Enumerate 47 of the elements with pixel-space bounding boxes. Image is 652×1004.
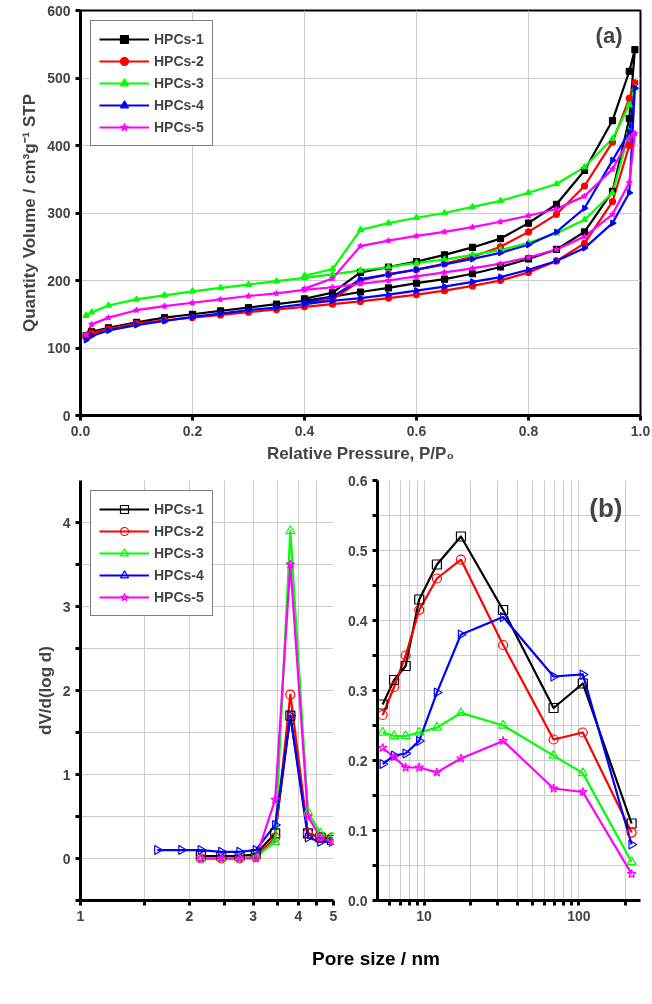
- y-axis-title: Quantity Volume / cm³g⁻¹ STP: [20, 93, 40, 333]
- legend-label: HPCs-2: [154, 523, 204, 539]
- x-tick-label: 5: [329, 907, 338, 924]
- y-tick-label: 4: [62, 514, 71, 531]
- legend-label: HPCs-4: [154, 567, 204, 583]
- annotation: (a): [595, 22, 623, 48]
- x-tick-label: 4: [294, 907, 303, 924]
- x-tick-label: 1.0: [630, 422, 651, 439]
- y-axis-title: dV/d(log d): [35, 646, 55, 735]
- y-tick-label: 200: [47, 272, 71, 289]
- x-tick-label: 0.4: [294, 422, 315, 439]
- legend-label: HPCs-5: [154, 589, 204, 605]
- x-tick-label: 2: [185, 907, 194, 924]
- legend-label: HPCs-2: [154, 53, 204, 69]
- x-tick-label: 0.2: [182, 422, 203, 439]
- y-tick-label: 0.6: [348, 472, 368, 489]
- y-tick-label: 400: [47, 137, 71, 154]
- legend-label: HPCs-1: [154, 31, 204, 47]
- legend-label: HPCs-1: [154, 501, 204, 517]
- y-tick-label: 100: [47, 340, 71, 356]
- legend-label: HPCs-3: [154, 75, 204, 91]
- y-tick-label: 300: [47, 205, 71, 221]
- x-tick-label: 1: [76, 907, 85, 924]
- y-tick-label: 1: [62, 766, 71, 783]
- y-tick-label: 0.3: [348, 682, 368, 699]
- x-tick-label: 10: [416, 907, 433, 924]
- y-tick-label: 0.1: [348, 822, 368, 839]
- x-axis-title: Relative Pressure, P/P₀: [266, 443, 455, 463]
- x-axis-title: Pore size / nm: [312, 947, 440, 971]
- y-tick-label: 2: [62, 682, 71, 699]
- y-tick-label: 600: [47, 2, 71, 19]
- x-tick-label: 100: [567, 907, 591, 924]
- y-tick-label: 3: [62, 598, 71, 615]
- legend-label: HPCs-3: [154, 545, 204, 561]
- x-tick-label: 3: [249, 907, 258, 924]
- y-tick-label: 0.0: [348, 892, 368, 909]
- y-tick-label: 500: [47, 70, 71, 86]
- legend-label: HPCs-5: [154, 119, 204, 135]
- y-tick-label: 0: [62, 407, 71, 424]
- x-tick-label: 0.6: [406, 422, 427, 439]
- annotation: (b): [589, 492, 623, 523]
- x-tick-label: 0.8: [518, 422, 539, 439]
- y-tick-label: 0.4: [348, 612, 368, 629]
- legend-label: HPCs-4: [154, 97, 204, 113]
- y-tick-label: 0: [62, 850, 71, 867]
- y-tick-label: 0.2: [348, 752, 368, 769]
- y-tick-label: 0.5: [348, 542, 368, 559]
